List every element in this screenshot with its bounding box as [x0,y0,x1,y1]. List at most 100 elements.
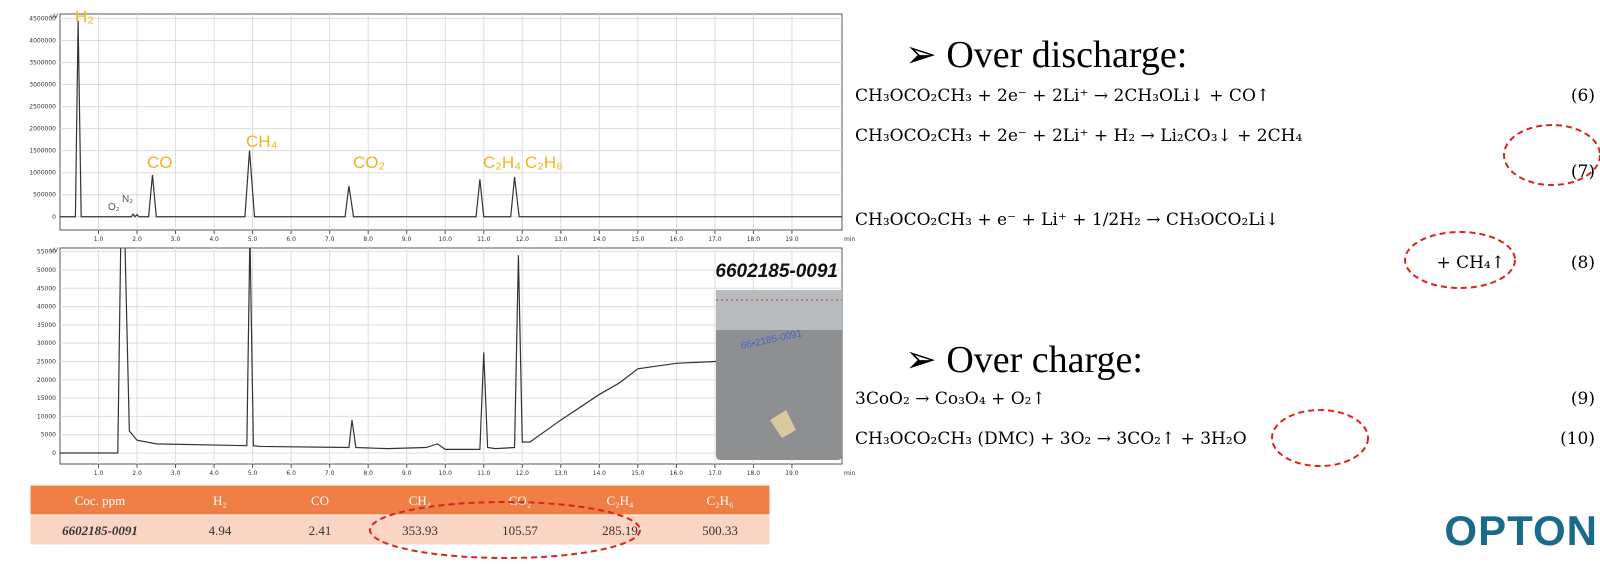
y-tick-label: 0 [52,450,56,457]
y-tick-label: 40000 [37,304,56,311]
x-tick-label: 19.0 [785,236,799,243]
equation: 3CoO₂ → Co₃O₄ + O₂↑ [855,389,1046,409]
x-tick-label: 9.0 [402,236,412,243]
y-tick-label: 20000 [37,377,56,384]
x-axis-label: min [844,236,856,243]
chromatogram: 0 500000 1000000 1500000 2000000 2500000 30000… [29,7,855,243]
x-tick-label: 12.0 [516,470,530,477]
logo: OPTON [1444,507,1598,554]
table-cell: 105.57 [502,523,538,538]
x-tick-label: 5.0 [248,470,258,477]
table-cell: 6602185-0091 [62,523,138,538]
sample-id: 6602185-0091 [715,261,838,282]
x-axis-label: min [844,470,856,477]
table-header-cell: C₂H₆ [706,493,733,508]
x-tick-label: 15.0 [631,236,645,243]
x-tick-label: 6.0 [286,236,296,243]
peak-label: O₂ [108,202,120,213]
table-cell: 353.93 [402,523,438,538]
peak-label: C₂H₆ [525,153,563,172]
equation: + CH₄↑ [1436,253,1505,273]
table-header-cell: H₂ [213,493,227,508]
table-cell: 285.19 [602,523,638,538]
y-tick-label: 500000 [33,192,56,199]
table-row [29,484,771,516]
y-tick-label: 10000 [37,413,56,420]
x-tick-label: 6.0 [286,470,296,477]
y-tick-label: 1000000 [29,170,56,177]
x-tick-label: 14.0 [593,470,607,477]
x-tick-label: 1.0 [94,470,104,477]
data-table: Coc. ppm H₂ CO CH₄ CO₂ C₂H₄ C₂H₆ 6602185-0091 4.… [29,484,771,546]
peak-label: CO [147,153,173,172]
y-axis-label: uV [50,13,59,20]
trace [60,20,842,218]
y-tick-label: 15000 [37,395,56,402]
x-tick-label: 11.0 [477,236,491,243]
y-tick-label: 30000 [37,340,56,347]
peak-label: C₂H₄ [483,153,521,172]
peak-label: H₂ [75,7,94,26]
table-row [29,514,771,546]
x-tick-label: 7.0 [325,470,335,477]
x-tick-label: 7.0 [325,236,335,243]
equation: CH₃OCO₂CH₃ + 2e⁻ + 2Li⁺ → 2CH₃OLi↓ + CO↑ [855,86,1270,106]
x-tick-label: 3.0 [171,470,181,477]
x-tick-label: 13.0 [554,470,568,477]
peak-label: CH₄ [246,132,278,151]
x-tick-label: 17.0 [708,236,722,243]
x-tick-label: 3.0 [171,236,181,243]
peak-label: CO₂ [353,153,385,172]
equation: CH₃OCO₂CH₃ (DMC) + 3O₂ → 3CO₂↑ + 3H₂O [855,429,1247,449]
x-tick-label: 18.0 [747,470,761,477]
y-tick-label: 1500000 [29,148,56,155]
y-tick-label: 55000 [37,249,56,256]
table-header-cell: CO [311,493,329,508]
equation: CH₃OCO₂CH₃ + 2e⁻ + 2Li⁺ + H₂ → Li₂CO₃↓ +… [855,126,1302,146]
x-tick-label: 10.0 [439,470,453,477]
x-tick-label: 18.0 [747,236,761,243]
x-tick-label: 16.0 [670,236,684,243]
x-tick-label: 2.0 [132,470,142,477]
y-tick-label: 50000 [37,267,56,274]
section-heading: ➢ Over discharge: [905,34,1187,76]
x-tick-label: 19.0 [785,470,799,477]
x-tick-label: 10.0 [439,236,453,243]
plot-frame [59,13,843,231]
equation-number: (6) [1571,86,1595,106]
highlight [369,124,1600,559]
x-tick-label: 16.0 [670,470,684,477]
table-cell: 2.41 [309,523,332,538]
y-tick-label: 45000 [37,285,56,292]
y-tick-label: 4000000 [29,37,56,44]
equation-number: (9) [1571,389,1595,409]
x-tick-label: 14.0 [593,236,607,243]
table-cell: 4.94 [209,523,232,538]
x-tick-label: 4.0 [209,236,219,243]
y-axis-label: uV [50,247,59,254]
y-tick-label: 3000000 [29,82,56,89]
x-tick-label: 12.0 [516,236,530,243]
y-tick-label: 25000 [37,358,56,365]
y-tick-label: 2500000 [29,104,56,111]
peak-label: N₂ [122,194,133,205]
table-header-cell: CH₄ [409,493,432,508]
trace [60,248,842,454]
x-tick-label: 4.0 [209,470,219,477]
table-header-cell: C₂H₄ [606,493,634,508]
table-cell: 500.33 [702,523,738,538]
table-header-cell: Coc. ppm [75,493,126,508]
y-tick-label: 35000 [37,322,56,329]
x-tick-label: 5.0 [248,236,258,243]
section-heading: ➢ Over charge: [905,339,1143,381]
y-tick-label: 4500000 [29,15,56,22]
y-tick-label: 3500000 [29,59,56,66]
x-tick-label: 2.0 [132,236,142,243]
x-tick-label: 9.0 [402,470,412,477]
x-tick-label: 11.0 [477,470,491,477]
table-header-cell: CO₂ [509,493,532,508]
equation: CH₃OCO₂CH₃ + e⁻ + Li⁺ + 1/2H₂ → CH₃OCO₂L… [855,210,1279,230]
x-tick-label: 13.0 [554,236,568,243]
sample-photo: 66•2185-0091 [716,290,842,460]
